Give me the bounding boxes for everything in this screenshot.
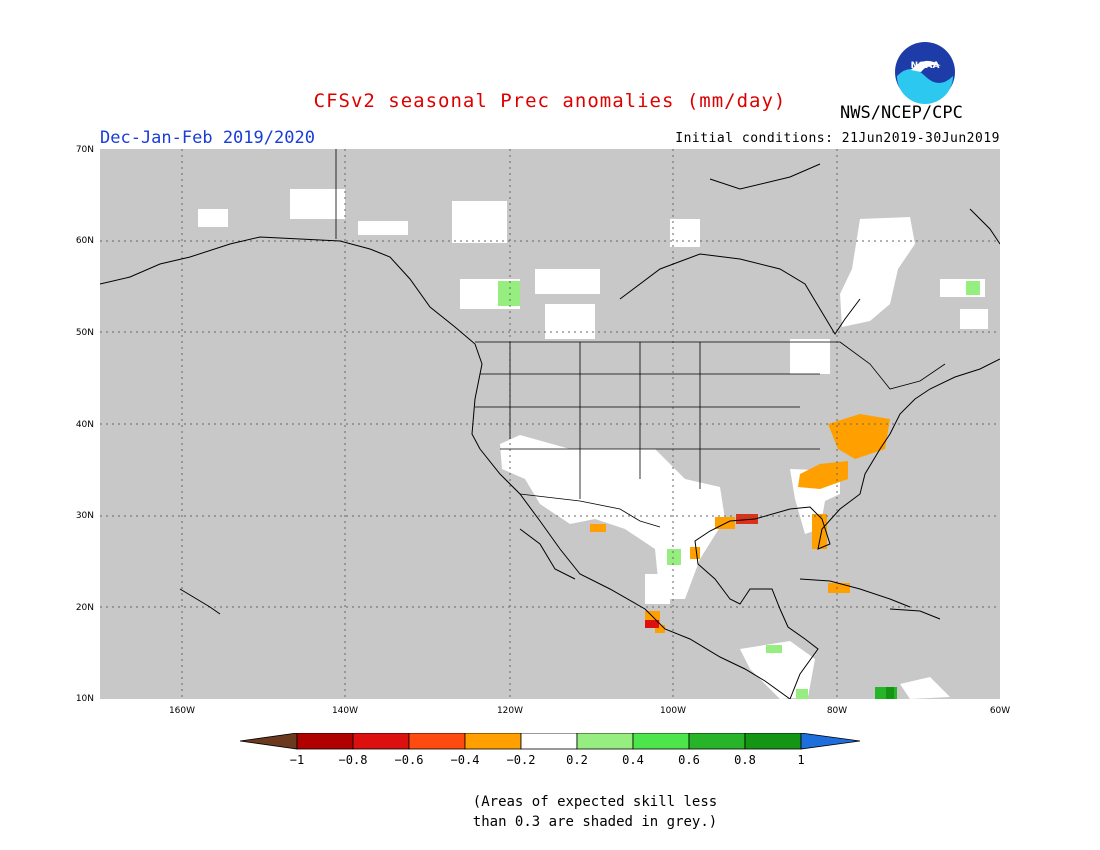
- chart-title: CFSv2 seasonal Prec anomalies (mm/day): [313, 90, 787, 112]
- colorbar-label: −0.6: [394, 753, 424, 767]
- colorbar-label: 1: [797, 753, 805, 767]
- initial-conditions: Initial conditions: 21Jun2019-30Jun2019: [675, 131, 1000, 146]
- lat-label: 10N: [75, 694, 94, 704]
- positive-anomaly-regions: [498, 281, 980, 699]
- colorbar-label: 0.8: [734, 753, 756, 767]
- colorbar: [240, 733, 861, 750]
- colorbar-swatch: [464, 733, 522, 750]
- colorbar-swatch: [800, 733, 861, 750]
- noaa-logo-text: NOAA: [911, 61, 940, 71]
- lon-label: 120W: [496, 706, 524, 716]
- colorbar-swatch: [240, 733, 298, 750]
- colorbar-label: −1: [289, 753, 305, 767]
- colorbar-label: −0.2: [506, 753, 536, 767]
- colorbar-swatch: [296, 733, 354, 750]
- lat-label: 20N: [75, 603, 94, 613]
- colorbar-label: 0.2: [566, 753, 588, 767]
- noaa-logo: NOAA: [895, 42, 955, 104]
- lat-label: 40N: [75, 420, 94, 430]
- colorbar-swatch: [688, 733, 746, 750]
- agency-label: NWS/NCEP/CPC: [840, 103, 963, 123]
- skill-note: (Areas of expected skill less than 0.3 a…: [460, 792, 730, 832]
- lat-label: 60N: [75, 236, 94, 246]
- colorbar-swatch: [352, 733, 410, 750]
- colorbar-label: 0.6: [678, 753, 700, 767]
- colorbar-swatch: [744, 733, 802, 750]
- coastlines: [100, 163, 1000, 699]
- skill-note-line1: (Areas of expected skill less: [472, 794, 718, 810]
- lon-label: 100W: [659, 706, 687, 716]
- colorbar-swatch: [632, 733, 690, 750]
- lon-label: 140W: [331, 706, 359, 716]
- gridlines: [100, 149, 1000, 699]
- political-borders: [335, 149, 946, 528]
- colorbar-label: 0.4: [622, 753, 644, 767]
- colorbar-swatch: [408, 733, 466, 750]
- lon-label: 160W: [168, 706, 196, 716]
- colorbar-label: −0.8: [338, 753, 368, 767]
- precip-anomaly-map: [100, 149, 1000, 699]
- colorbar-swatch: [576, 733, 634, 750]
- lon-label: 60W: [989, 706, 1011, 716]
- lat-label: 50N: [75, 328, 94, 338]
- colorbar-label: −0.4: [450, 753, 480, 767]
- lat-label: 30N: [75, 511, 94, 521]
- lat-label: 70N: [75, 145, 94, 155]
- season-label: Dec-Jan-Feb 2019/2020: [100, 128, 315, 148]
- skill-note-line2: than 0.3 are shaded in grey.): [472, 814, 718, 830]
- lon-label: 80W: [826, 706, 848, 716]
- colorbar-swatch: [520, 733, 578, 750]
